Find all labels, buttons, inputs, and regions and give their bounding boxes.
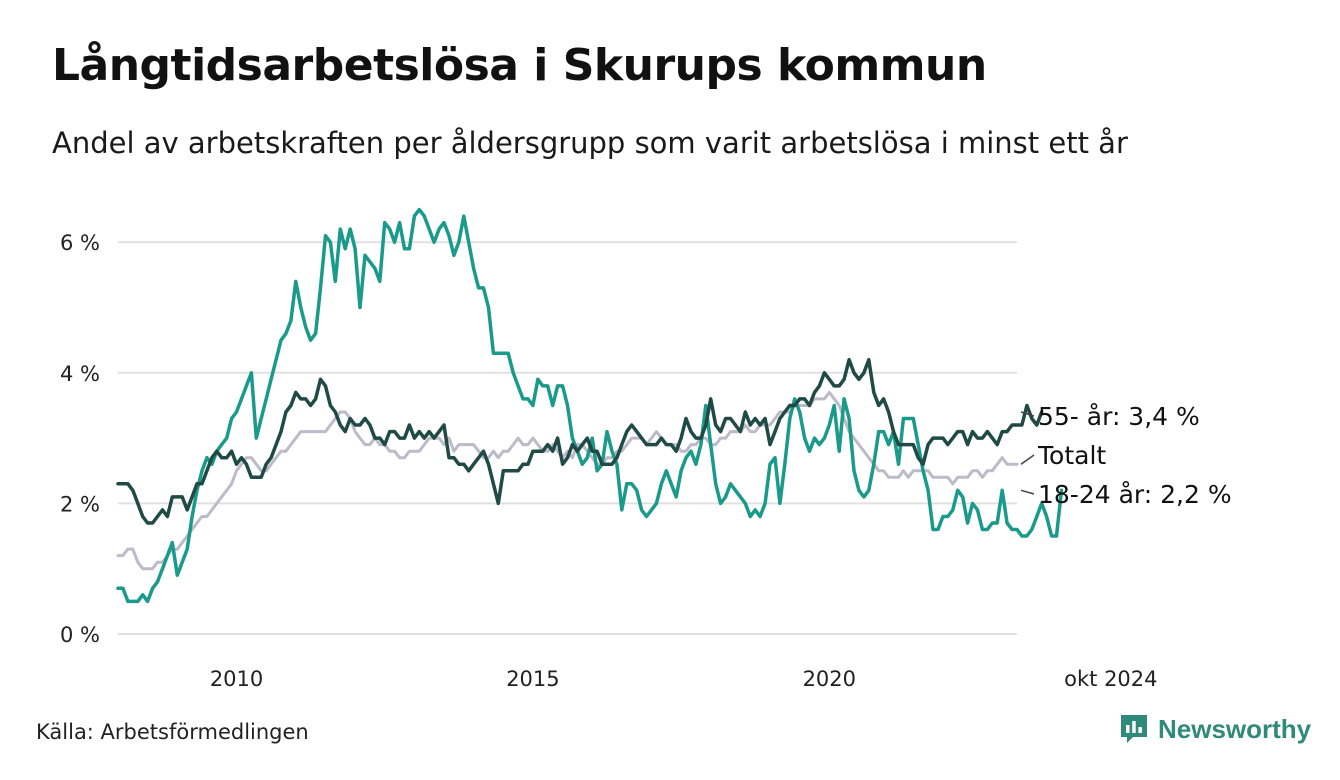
series-line-55-r	[116, 357, 1044, 525]
series-labels: Totalt 18-24 år: 2,2 % 55- år: 3,4 %	[1020, 402, 1232, 509]
y-tick-label: 4 %	[60, 362, 100, 386]
chart-subtitle: Andel av arbetskraften per åldersgrupp s…	[52, 126, 1128, 160]
chart-title: Långtidsarbetslösa i Skurups kommun	[52, 40, 987, 91]
label-leader-line	[1020, 411, 1035, 417]
source-note: Källa: Arbetsförmedlingen	[36, 720, 309, 744]
brand-logo[interactable]: Newsworthy	[1118, 712, 1311, 746]
x-tick-label: 2010	[210, 667, 263, 691]
y-tick-label: 6 %	[60, 231, 100, 255]
label-leader-line	[1020, 454, 1035, 465]
series-label: 18-24 år: 2,2 %	[1038, 480, 1232, 509]
series-line-18-24-r	[116, 207, 1064, 604]
x-tick-label: okt 2024	[1064, 667, 1157, 691]
x-tick-label: 2020	[803, 667, 856, 691]
series-lines	[116, 207, 1064, 604]
x-tick-label: 2015	[506, 667, 559, 691]
series-label: Totalt	[1037, 441, 1106, 470]
series-label: 55- år: 3,4 %	[1038, 402, 1200, 431]
label-leader-line	[1020, 489, 1035, 495]
y-tick-label: 0 %	[60, 623, 100, 647]
series-line-totalt	[116, 390, 1019, 571]
brand-name: Newsworthy	[1158, 713, 1312, 744]
y-tick-label: 2 %	[60, 492, 100, 516]
newsworthy-logo-icon	[1121, 715, 1147, 743]
gridlines	[118, 241, 1017, 635]
x-axis-ticks: 2010 2015 2020 okt 2024	[210, 667, 1158, 691]
y-axis-ticks: 0 % 2 % 4 % 6 %	[60, 231, 100, 647]
